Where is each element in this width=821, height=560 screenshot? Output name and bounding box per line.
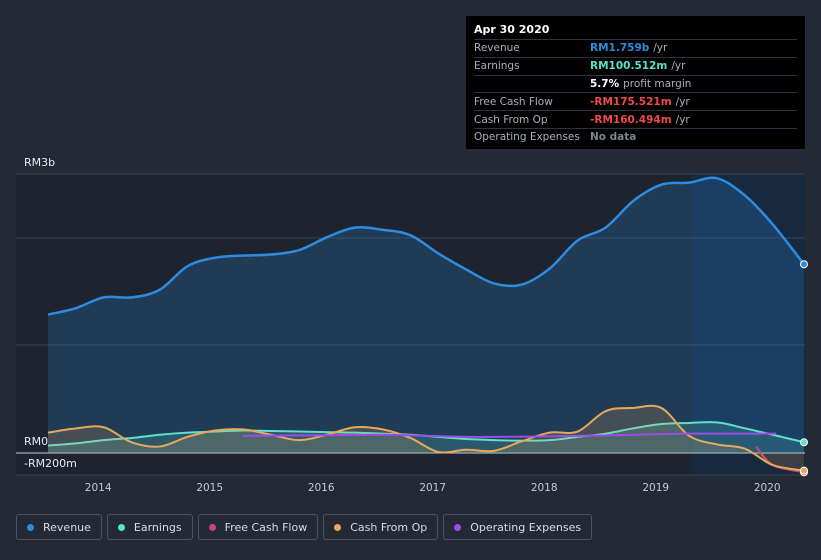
x-tick-label: 2020 <box>754 482 781 494</box>
tooltip-row-cfo: Cash From Op -RM160.494m /yr <box>474 111 797 129</box>
legend-revenue[interactable]: Revenue <box>16 514 102 540</box>
series-line-cash-from-op <box>47 404 805 472</box>
tooltip-row-opex: Operating Expenses No data <box>474 129 797 146</box>
y-tick-label: -RM200m <box>24 457 77 470</box>
legend-earnings[interactable]: Earnings <box>106 514 193 540</box>
x-tick-label: 2014 <box>85 482 112 494</box>
x-tick-label: 2019 <box>642 482 669 494</box>
legend-dot-icon <box>208 523 216 531</box>
legend-label: Free Cash Flow <box>224 520 308 534</box>
legend-free-cash-flow[interactable]: Free Cash Flow <box>197 514 319 540</box>
legend-dot-icon <box>334 523 342 531</box>
tooltip-value: RM100.512m <box>590 60 668 73</box>
legend-label: Operating Expenses <box>470 520 582 534</box>
tooltip-label: Revenue <box>474 42 520 55</box>
tooltip-label: Cash From Op <box>474 113 548 126</box>
series-line-operating-expenses <box>243 432 777 438</box>
x-tick-label: 2016 <box>308 482 335 494</box>
series-end-point-cash-from-op <box>800 466 808 475</box>
tooltip-value: 5.7% <box>590 77 620 90</box>
y-tick-label: RM0 <box>24 435 48 448</box>
legend-dot-icon <box>27 523 34 531</box>
tooltip-row-earnings: Earnings RM100.512m /yr <box>474 58 797 76</box>
series-end-point-revenue <box>800 260 808 269</box>
tooltip-label: Free Cash Flow <box>474 95 553 108</box>
legend-dot-icon <box>117 523 125 531</box>
tooltip: Apr 30 2020 Revenue RM1.759b /yr Earning… <box>466 16 805 149</box>
tooltip-row-revenue: Revenue RM1.759b /yr <box>474 40 797 58</box>
tooltip-row-margin: 5.7% profit margin <box>474 76 797 94</box>
series-area-earnings <box>48 422 804 453</box>
tooltip-label: Operating Expenses <box>474 131 580 144</box>
plot-background <box>16 174 805 475</box>
x-tick-label: 2015 <box>196 482 223 494</box>
series-end-point-earnings <box>800 438 808 447</box>
tooltip-unit: /yr <box>675 95 690 108</box>
tooltip-value: -RM175.521m <box>590 95 672 108</box>
legend-cash-from-op[interactable]: Cash From Op <box>323 514 439 540</box>
legend-operating-expenses[interactable]: Operating Expenses <box>443 514 593 540</box>
tooltip-label: Earnings <box>474 60 520 73</box>
y-tick-label: RM3b <box>24 156 55 169</box>
series-area-cash-from-op <box>48 405 804 471</box>
tooltip-value: No data <box>590 131 637 144</box>
tooltip-value: RM1.759b <box>590 42 650 55</box>
legend-label: Earnings <box>133 520 182 534</box>
series-line-revenue <box>47 176 805 316</box>
legend-dot-icon <box>454 523 462 531</box>
x-tick-label: 2018 <box>531 482 558 494</box>
series-area-revenue <box>48 177 804 454</box>
legend: Revenue Earnings Free Cash Flow Cash Fro… <box>16 514 593 542</box>
tooltip-unit: /yr <box>653 42 668 55</box>
tooltip-unit: profit margin <box>623 77 692 90</box>
tooltip-row-fcf: Free Cash Flow -RM175.521m /yr <box>474 93 797 112</box>
tooltip-value: -RM160.494m <box>590 113 672 126</box>
highlight-region <box>692 174 805 475</box>
legend-label: Cash From Op <box>350 520 428 534</box>
legend-label: Revenue <box>43 520 91 534</box>
x-tick-label: 2017 <box>419 482 446 494</box>
tooltip-date: Apr 30 2020 <box>474 23 797 40</box>
tooltip-unit: /yr <box>675 113 690 126</box>
tooltip-unit: /yr <box>671 60 686 73</box>
